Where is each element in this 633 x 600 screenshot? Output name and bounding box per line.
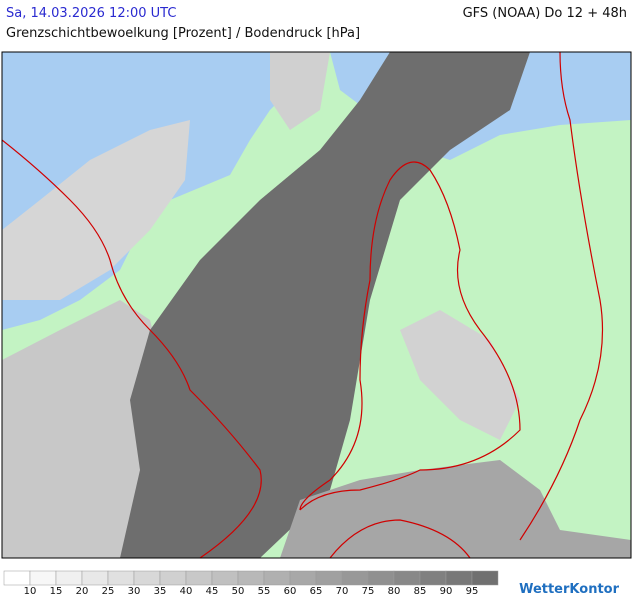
legend-label: 85	[413, 586, 427, 597]
cloud-alps	[280, 460, 631, 558]
legend-label: 15	[49, 586, 63, 597]
legend-swatch	[237, 570, 265, 586]
legend-label: 35	[153, 586, 167, 597]
legend-swatch	[289, 570, 317, 586]
legend-swatch	[81, 570, 109, 586]
legend-label: 70	[335, 586, 349, 597]
legend-swatch	[393, 570, 421, 586]
legend-swatch	[3, 570, 31, 586]
legend-label: 30	[127, 586, 141, 597]
legend-label: 55	[257, 586, 271, 597]
legend-labels: 10 15 20 25 30 35 40 45 50 55 60 65 70 75 80 85 90 95	[0, 586, 633, 600]
cloud-band	[120, 52, 530, 558]
legend-label: 90	[439, 586, 453, 597]
legend-swatch	[29, 570, 57, 586]
cloud-north	[270, 52, 330, 130]
legend-swatch	[445, 570, 473, 586]
legend-swatch	[133, 570, 161, 586]
datetime: Sa, 14.03.2026 12:00 UTC	[6, 6, 177, 21]
legend-swatch	[211, 570, 239, 586]
legend-swatch	[471, 570, 499, 586]
isobar	[2, 139, 262, 558]
legend-label: 45	[205, 586, 219, 597]
legend-swatch	[341, 570, 369, 586]
legend-label: 20	[75, 586, 89, 597]
subtitle: Grenzschichtbewoelkung [Prozent] / Boden…	[6, 26, 361, 41]
legend-label: 75	[361, 586, 375, 597]
legend-label: 50	[231, 586, 245, 597]
model-run: GFS (NOAA) Do 12 + 48h	[462, 6, 627, 21]
isobar	[299, 161, 521, 558]
legend-swatch	[107, 570, 135, 586]
cloud-northwest	[2, 120, 190, 300]
legend-swatch	[263, 570, 291, 586]
isobar	[519, 52, 604, 541]
map-frame	[1, 51, 632, 559]
legend-swatch	[55, 570, 83, 586]
logo: WetterKontor	[519, 582, 619, 597]
legend-swatch	[159, 570, 187, 586]
legend-label: 80	[387, 586, 401, 597]
legend-label: 10	[23, 586, 37, 597]
legend-swatch	[185, 570, 213, 586]
legend-label: 25	[101, 586, 115, 597]
legend-swatch	[367, 570, 395, 586]
legend-label: 60	[283, 586, 297, 597]
legend-swatch	[419, 570, 447, 586]
legend-label: 95	[465, 586, 479, 597]
legend-label: 40	[179, 586, 193, 597]
legend-swatch	[315, 570, 343, 586]
legend-label: 65	[309, 586, 323, 597]
